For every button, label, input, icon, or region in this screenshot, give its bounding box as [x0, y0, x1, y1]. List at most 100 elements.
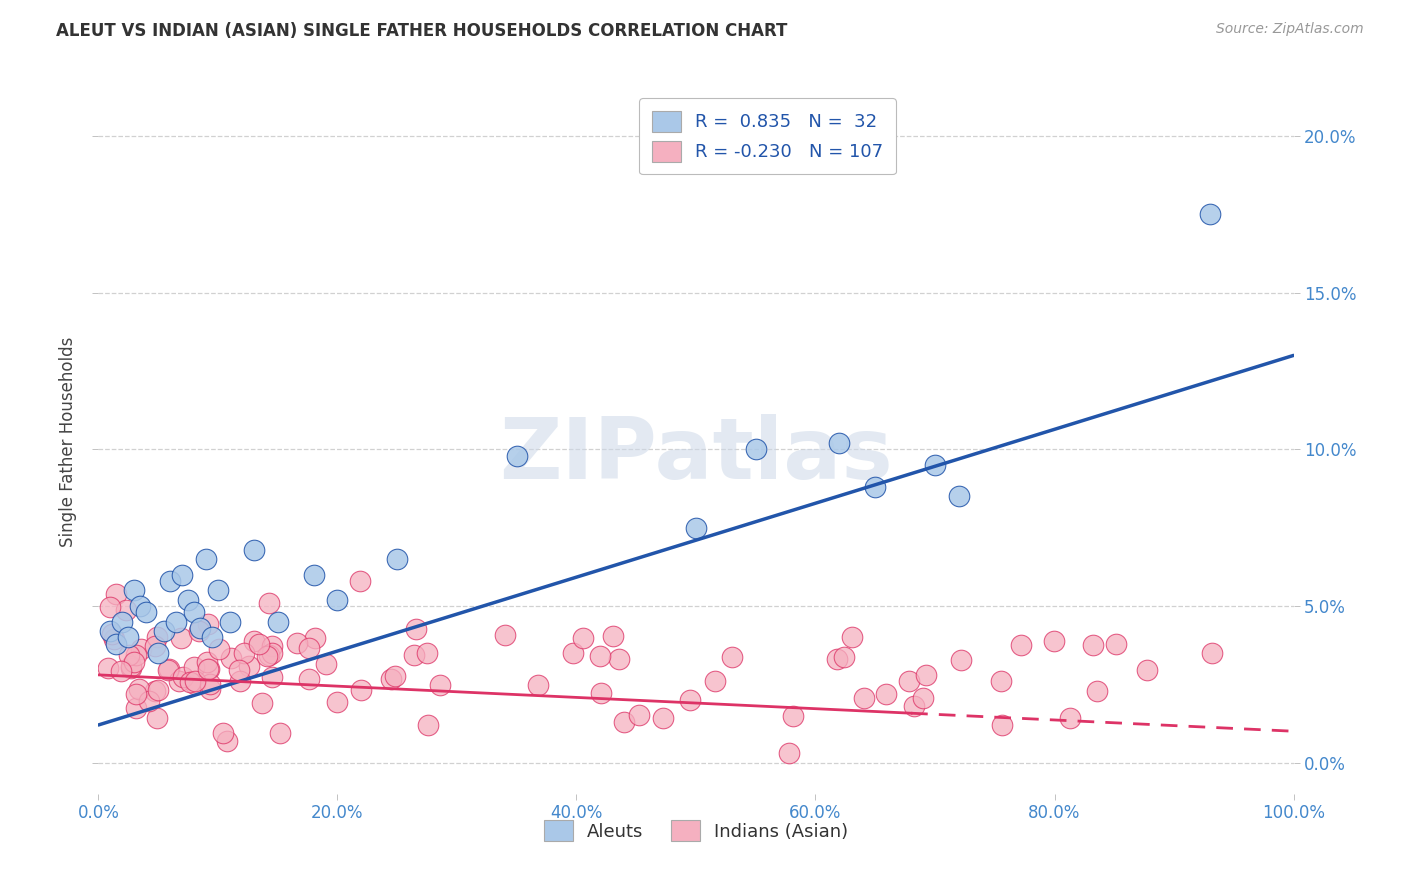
Point [506, 449, 529, 463]
Point [562, 646, 585, 660]
Point [125, 701, 148, 715]
Point [405, 622, 427, 636]
Point [114, 603, 136, 617]
Point [589, 686, 612, 700]
Point [304, 631, 326, 645]
Point [298, 641, 321, 656]
Point [207, 583, 229, 598]
Point [172, 567, 194, 582]
Point [228, 664, 250, 678]
Point [124, 583, 146, 598]
Point [903, 698, 925, 713]
Text: Source: ZipAtlas.com: Source: ZipAtlas.com [1216, 22, 1364, 37]
Point [98, 600, 121, 615]
Point [177, 592, 200, 607]
Point [385, 552, 409, 566]
Point [111, 615, 134, 629]
Point [105, 636, 128, 650]
Point [125, 687, 148, 701]
Point [429, 678, 451, 692]
Point [1059, 710, 1081, 724]
Point [233, 646, 256, 660]
Point [571, 631, 593, 645]
Point [197, 662, 219, 676]
Point [950, 653, 973, 667]
Point [1136, 663, 1159, 677]
Point [302, 567, 325, 582]
Point [825, 652, 848, 666]
Point [262, 670, 284, 684]
Point [184, 676, 207, 690]
Point [589, 648, 612, 663]
Point [832, 649, 855, 664]
Point [101, 627, 124, 641]
Point [165, 615, 187, 629]
Point [195, 655, 218, 669]
Point [262, 640, 284, 654]
Point [146, 710, 169, 724]
Point [778, 746, 800, 760]
Point [148, 646, 170, 660]
Y-axis label: Single Father Households: Single Father Households [59, 336, 77, 547]
Point [219, 615, 242, 629]
Point [238, 659, 260, 673]
Point [924, 458, 946, 472]
Point [183, 673, 205, 688]
Point [157, 662, 180, 676]
Point [679, 693, 702, 707]
Point [1043, 633, 1066, 648]
Point [125, 648, 148, 662]
Point [948, 489, 970, 503]
Point [198, 677, 221, 691]
Point [197, 662, 219, 676]
Point [183, 605, 205, 619]
Point [828, 436, 851, 450]
Point [1201, 646, 1223, 660]
Point [201, 630, 224, 644]
Point [527, 678, 550, 692]
Point [865, 480, 887, 494]
Point [267, 615, 290, 629]
Point [1010, 638, 1032, 652]
Point [138, 694, 160, 708]
Point [143, 639, 166, 653]
Point [97, 661, 120, 675]
Point [494, 628, 516, 642]
Point [159, 574, 181, 588]
Point [195, 552, 218, 566]
Point [197, 617, 219, 632]
Point [602, 629, 624, 643]
Point [167, 673, 190, 688]
Point [325, 695, 347, 709]
Point [243, 542, 266, 557]
Point [110, 664, 132, 678]
Point [1199, 207, 1222, 221]
Point [315, 657, 337, 671]
Point [350, 682, 373, 697]
Point [1105, 637, 1128, 651]
Point [652, 711, 675, 725]
Point [250, 696, 273, 710]
Point [269, 726, 291, 740]
Point [720, 649, 742, 664]
Point [852, 690, 875, 705]
Point [128, 682, 150, 697]
Point [416, 646, 439, 660]
Legend: Aleuts, Indians (Asian): Aleuts, Indians (Asian) [537, 813, 855, 848]
Point [402, 648, 425, 662]
Point [148, 682, 170, 697]
Point [384, 669, 406, 683]
Point [104, 587, 127, 601]
Point [120, 661, 142, 675]
Point [212, 726, 235, 740]
Point [179, 674, 201, 689]
Point [380, 673, 402, 687]
Point [257, 596, 280, 610]
Point [188, 621, 211, 635]
Point [243, 634, 266, 648]
Point [117, 630, 139, 644]
Point [129, 642, 152, 657]
Point [156, 664, 179, 678]
Point [117, 648, 139, 662]
Point [146, 630, 169, 644]
